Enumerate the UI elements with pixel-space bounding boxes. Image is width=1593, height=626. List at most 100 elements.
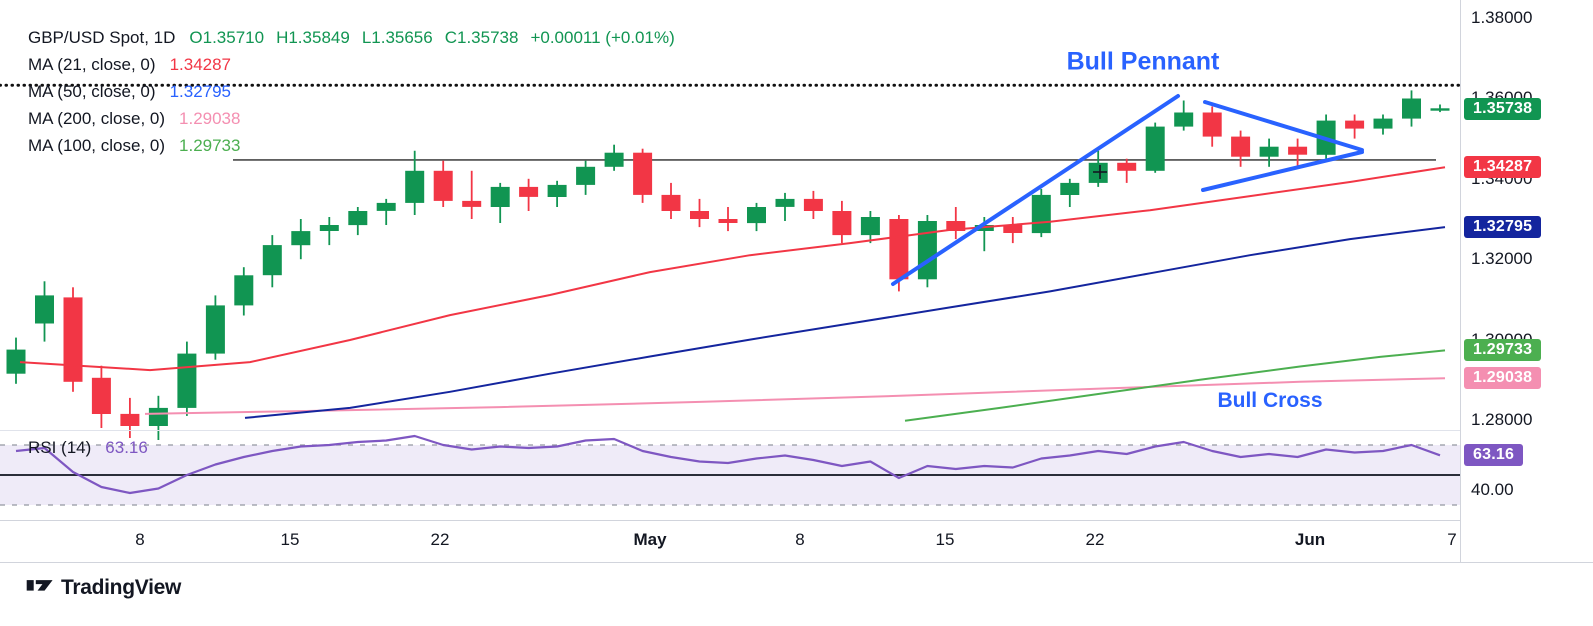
ohlc-open: O1.35710 bbox=[189, 27, 265, 47]
rsi-value: 63.16 bbox=[105, 438, 148, 457]
legend-ma100[interactable]: MA (100, close, 0) 1.29733 bbox=[28, 132, 675, 159]
candle[interactable] bbox=[803, 198, 823, 211]
time-tick: 7 bbox=[1447, 530, 1457, 549]
ma200-value: 1.29038 bbox=[179, 108, 241, 128]
time-tick: 8 bbox=[795, 530, 805, 549]
flagpole-drawing[interactable] bbox=[891, 94, 1180, 286]
time-tick: Jun bbox=[1294, 530, 1326, 549]
legend-ma200[interactable]: MA (200, close, 0) 1.29038 bbox=[28, 105, 675, 132]
bull-cross-label[interactable]: Bull Cross bbox=[1217, 389, 1323, 412]
candle[interactable] bbox=[576, 166, 596, 185]
candle[interactable] bbox=[262, 245, 282, 276]
candle[interactable] bbox=[1288, 146, 1308, 155]
candle[interactable] bbox=[690, 211, 709, 219]
candle[interactable] bbox=[860, 217, 880, 236]
candle[interactable] bbox=[747, 207, 766, 224]
ma21-line[interactable] bbox=[19, 166, 1446, 372]
ohlc-values: O1.35710 H1.35849 L1.35656 C1.35738 +0.0… bbox=[189, 28, 674, 48]
candle[interactable] bbox=[234, 275, 254, 306]
ohlc-close: C1.35738 bbox=[444, 27, 519, 47]
candle[interactable] bbox=[319, 225, 339, 231]
price-tick: 1.32000 bbox=[1471, 249, 1533, 269]
pane-separator[interactable] bbox=[0, 430, 1593, 431]
candle[interactable] bbox=[519, 186, 539, 197]
candle[interactable] bbox=[1345, 120, 1365, 129]
candle[interactable] bbox=[832, 211, 852, 236]
candle[interactable] bbox=[633, 152, 653, 195]
legend-rsi[interactable]: RSI (14) 63.16 bbox=[28, 438, 148, 458]
candle[interactable] bbox=[1402, 98, 1421, 119]
candle[interactable] bbox=[889, 219, 909, 280]
candle[interactable] bbox=[661, 194, 681, 211]
candle[interactable] bbox=[547, 184, 567, 197]
candle[interactable] bbox=[1174, 112, 1194, 127]
candle[interactable] bbox=[433, 170, 453, 201]
tradingview-logo-icon bbox=[26, 574, 54, 601]
candle[interactable] bbox=[917, 221, 937, 280]
legend: GBP/USD Spot, 1D O1.35710 H1.35849 L1.35… bbox=[28, 24, 675, 159]
candle[interactable] bbox=[462, 200, 482, 207]
candle[interactable] bbox=[405, 170, 425, 203]
rsi-value-badge: 63.16 bbox=[1464, 444, 1524, 467]
rsi-line[interactable] bbox=[15, 434, 1441, 495]
pennant-lower-drawing[interactable] bbox=[1201, 150, 1364, 192]
ma21-label: MA (21, close, 0) bbox=[28, 54, 156, 74]
ohlc-change: +0.00011 (+0.01%) bbox=[530, 27, 675, 47]
bull-pennant-label[interactable]: Bull Pennant bbox=[1066, 47, 1220, 76]
candle[interactable] bbox=[1088, 162, 1108, 183]
ohlc-high: H1.35849 bbox=[276, 27, 350, 47]
candle[interactable] bbox=[120, 413, 140, 426]
candle[interactable] bbox=[1031, 194, 1051, 234]
candle[interactable] bbox=[205, 305, 225, 354]
ma50-value: 1.32795 bbox=[169, 81, 232, 101]
candle[interactable] bbox=[91, 377, 111, 414]
legend-ma21[interactable]: MA (21, close, 0) 1.34287 bbox=[28, 51, 675, 78]
chart-canvas[interactable] bbox=[0, 0, 1460, 520]
candle[interactable] bbox=[1373, 118, 1393, 129]
candle[interactable] bbox=[148, 407, 168, 426]
candle[interactable] bbox=[1430, 108, 1450, 111]
time-tick: May bbox=[633, 530, 667, 549]
candle[interactable] bbox=[775, 198, 795, 207]
ma21-value: 1.34287 bbox=[169, 54, 232, 74]
pennant-upper-drawing[interactable] bbox=[1203, 100, 1364, 152]
price-tick: 1.38000 bbox=[1471, 8, 1533, 28]
candle[interactable] bbox=[1060, 182, 1080, 195]
ma200-label: MA (200, close, 0) bbox=[28, 108, 166, 128]
candle[interactable] bbox=[1231, 136, 1251, 157]
ma50-label: MA (50, close, 0) bbox=[28, 81, 156, 101]
candle[interactable] bbox=[1259, 146, 1279, 157]
price-axis[interactable]: 1.380001.360001.340001.320001.300001.280… bbox=[1460, 0, 1593, 562]
time-tick: 15 bbox=[935, 530, 955, 549]
candle[interactable] bbox=[604, 152, 624, 167]
ma100-line[interactable] bbox=[904, 349, 1446, 422]
ma21-price-badge: 1.34287 bbox=[1464, 156, 1542, 179]
time-tick: 8 bbox=[135, 530, 145, 549]
candle[interactable] bbox=[1003, 225, 1023, 233]
candle[interactable] bbox=[490, 186, 510, 207]
candle[interactable] bbox=[177, 353, 197, 408]
candle[interactable] bbox=[35, 295, 54, 324]
time-axis[interactable]: 8 15 22 May 8 15 22 Jun 7 bbox=[0, 521, 1460, 562]
candle[interactable] bbox=[63, 297, 83, 382]
rsi-label: RSI (14) bbox=[28, 438, 92, 457]
candle[interactable] bbox=[1145, 126, 1165, 171]
candle[interactable] bbox=[348, 211, 368, 226]
candle[interactable] bbox=[1117, 162, 1137, 171]
ma100-value: 1.29733 bbox=[179, 135, 241, 155]
symbol-title[interactable]: GBP/USD Spot, 1D bbox=[28, 27, 176, 47]
price-tick: 1.28000 bbox=[1471, 409, 1533, 429]
candle[interactable] bbox=[376, 202, 396, 211]
symbol-row: GBP/USD Spot, 1D O1.35710 H1.35849 L1.35… bbox=[28, 24, 675, 51]
ohlc-low: L1.35656 bbox=[361, 27, 433, 47]
candle[interactable] bbox=[946, 221, 966, 231]
tradingview-branding[interactable]: TradingView bbox=[26, 574, 181, 601]
candle[interactable] bbox=[6, 349, 26, 374]
candle[interactable] bbox=[1202, 112, 1222, 137]
legend-ma50[interactable]: MA (50, close, 0) 1.32795 bbox=[28, 78, 675, 105]
candle[interactable] bbox=[291, 231, 311, 246]
candle[interactable] bbox=[718, 219, 738, 223]
time-tick: 22 bbox=[1085, 530, 1105, 549]
ma50-line[interactable] bbox=[244, 226, 1446, 419]
